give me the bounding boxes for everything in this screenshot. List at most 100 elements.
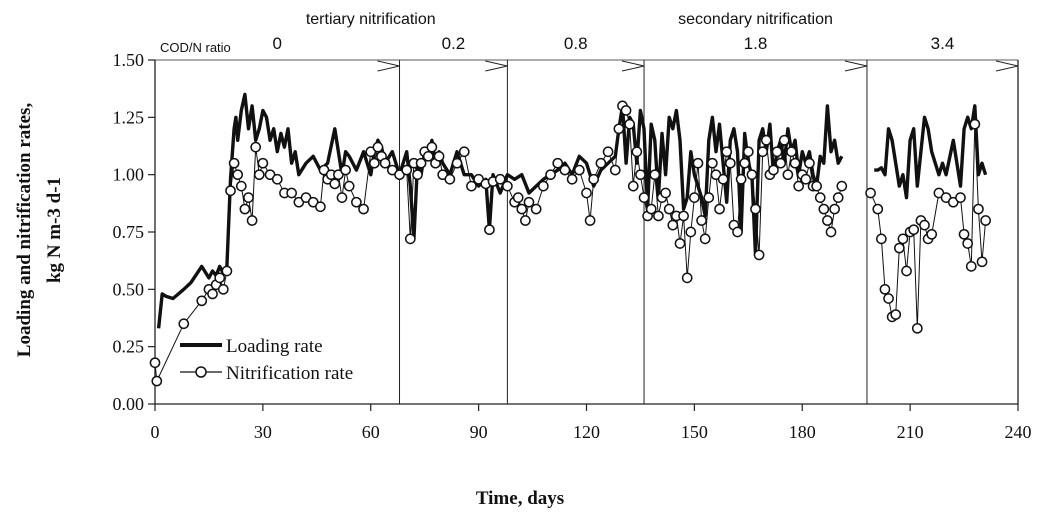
legend-nitrification-label: Nitrification rate — [226, 363, 353, 384]
cod-ratio-arrows: 0 0.2 0.8 1.8 3.4 — [273, 34, 1019, 72]
nitrification-point — [401, 164, 413, 176]
nitrification-point — [814, 192, 826, 203]
nitrification-point — [822, 215, 833, 226]
nitrification-point — [811, 180, 822, 192]
nitrification-point — [243, 192, 254, 203]
x-tick-label: 30 — [254, 422, 272, 442]
nitrification-point — [836, 180, 848, 192]
nitrification-point — [271, 173, 283, 185]
nitrification-point — [602, 146, 614, 158]
nitrification-point — [613, 123, 625, 135]
nitrification-point — [692, 157, 704, 169]
nitrification-point — [404, 233, 416, 245]
nitrification-point — [721, 146, 733, 158]
nitrification-point — [451, 157, 463, 169]
nitrification-point — [663, 203, 675, 215]
nitrification-point — [707, 157, 718, 169]
nitrification-point — [494, 173, 506, 185]
nitrification-point — [775, 157, 787, 169]
nitrification-point — [545, 169, 556, 181]
nitrification-point — [368, 157, 380, 169]
nitrification-point — [872, 203, 884, 215]
nitrification-point — [559, 164, 571, 176]
nitrification-point — [286, 187, 297, 199]
nitrification-point — [689, 192, 700, 203]
nitrification-point — [955, 192, 966, 203]
nitrification-point — [674, 238, 686, 249]
y-tick-label: 1.25 — [113, 107, 145, 127]
nitrification-point — [660, 187, 671, 199]
nitrification-point — [786, 146, 797, 158]
nitrification-point — [520, 215, 531, 226]
nitrification-point — [782, 169, 794, 181]
x-tick-label: 60 — [362, 422, 380, 442]
x-axis-title: Time, days — [476, 488, 564, 509]
nitrification-point — [879, 283, 891, 295]
nitrification-point — [426, 141, 438, 153]
legend-loading-label: Loading rate — [226, 336, 323, 357]
nitrification-point — [645, 203, 657, 215]
period-ratio-label: 0 — [273, 34, 282, 53]
nitrification-point — [151, 375, 163, 387]
nitrification-point — [620, 105, 632, 116]
nitrification-point — [178, 318, 190, 330]
nitrification-point — [678, 210, 689, 222]
nitrification-point — [714, 203, 725, 215]
period-ratio-label: 3.4 — [931, 34, 955, 53]
nitrification-point — [649, 169, 661, 181]
nitrification-point — [832, 192, 844, 203]
nitrification-point — [804, 157, 815, 169]
nitrification-point — [516, 203, 528, 215]
nitrification-point — [458, 146, 470, 158]
nitrification-point — [196, 295, 208, 307]
nitrification-point — [969, 118, 981, 130]
nitrification-point — [484, 224, 495, 236]
x-tick-label: 90 — [470, 422, 488, 442]
nitrification-point — [351, 196, 362, 208]
nitrification-point — [372, 141, 384, 153]
nitrification-point — [225, 185, 236, 197]
nitrification-point — [246, 215, 258, 226]
nitrification-point — [890, 309, 902, 320]
nitrification-point — [444, 173, 456, 185]
nitrification-point — [257, 157, 269, 169]
nitrification-point — [422, 150, 434, 162]
nitrification-point — [732, 226, 743, 238]
nitrification-point — [530, 203, 542, 215]
nitrification-point — [829, 203, 840, 215]
nitrification-point — [573, 164, 585, 176]
loading-rate-line — [156, 92, 844, 329]
nitrification-point — [757, 146, 769, 158]
nitrification-point — [217, 283, 229, 295]
nitrification-point — [911, 322, 923, 334]
nitrification-point — [214, 272, 226, 284]
nitrification-point — [685, 226, 697, 238]
x-tick-label: 150 — [681, 422, 708, 442]
nitrification-point — [340, 164, 351, 176]
nitrification-point — [760, 134, 772, 146]
x-tick-label: 180 — [789, 422, 816, 442]
y-tick-label: 1.00 — [113, 165, 145, 185]
nitrification-point — [235, 180, 247, 192]
nitrification-point — [901, 265, 912, 277]
nitrification-point — [965, 261, 977, 272]
nitrification-point — [703, 192, 715, 203]
nitrification-point — [883, 293, 894, 304]
nitrification-point — [228, 157, 240, 169]
nitrification-point — [818, 203, 830, 215]
period-ratio-label: 0.2 — [442, 34, 466, 53]
nitrification-point — [523, 196, 535, 208]
nitrification-point — [232, 169, 244, 181]
nitrification-point — [412, 169, 423, 181]
nitrification-point — [793, 180, 805, 192]
nitrification-point — [466, 180, 477, 192]
legend-nitrification-marker — [195, 366, 207, 378]
y-axis-title-line2: kg N m-3 d-1 — [44, 177, 65, 283]
cod-ratio-label: COD/N ratio — [160, 40, 231, 55]
nitrification-point — [538, 180, 549, 192]
loading-rate-line — [874, 104, 988, 200]
nitrification-point — [980, 215, 991, 226]
nitrification-point — [595, 157, 607, 169]
nitrification-point — [681, 272, 693, 284]
period-ratio-label: 0.8 — [564, 34, 588, 53]
